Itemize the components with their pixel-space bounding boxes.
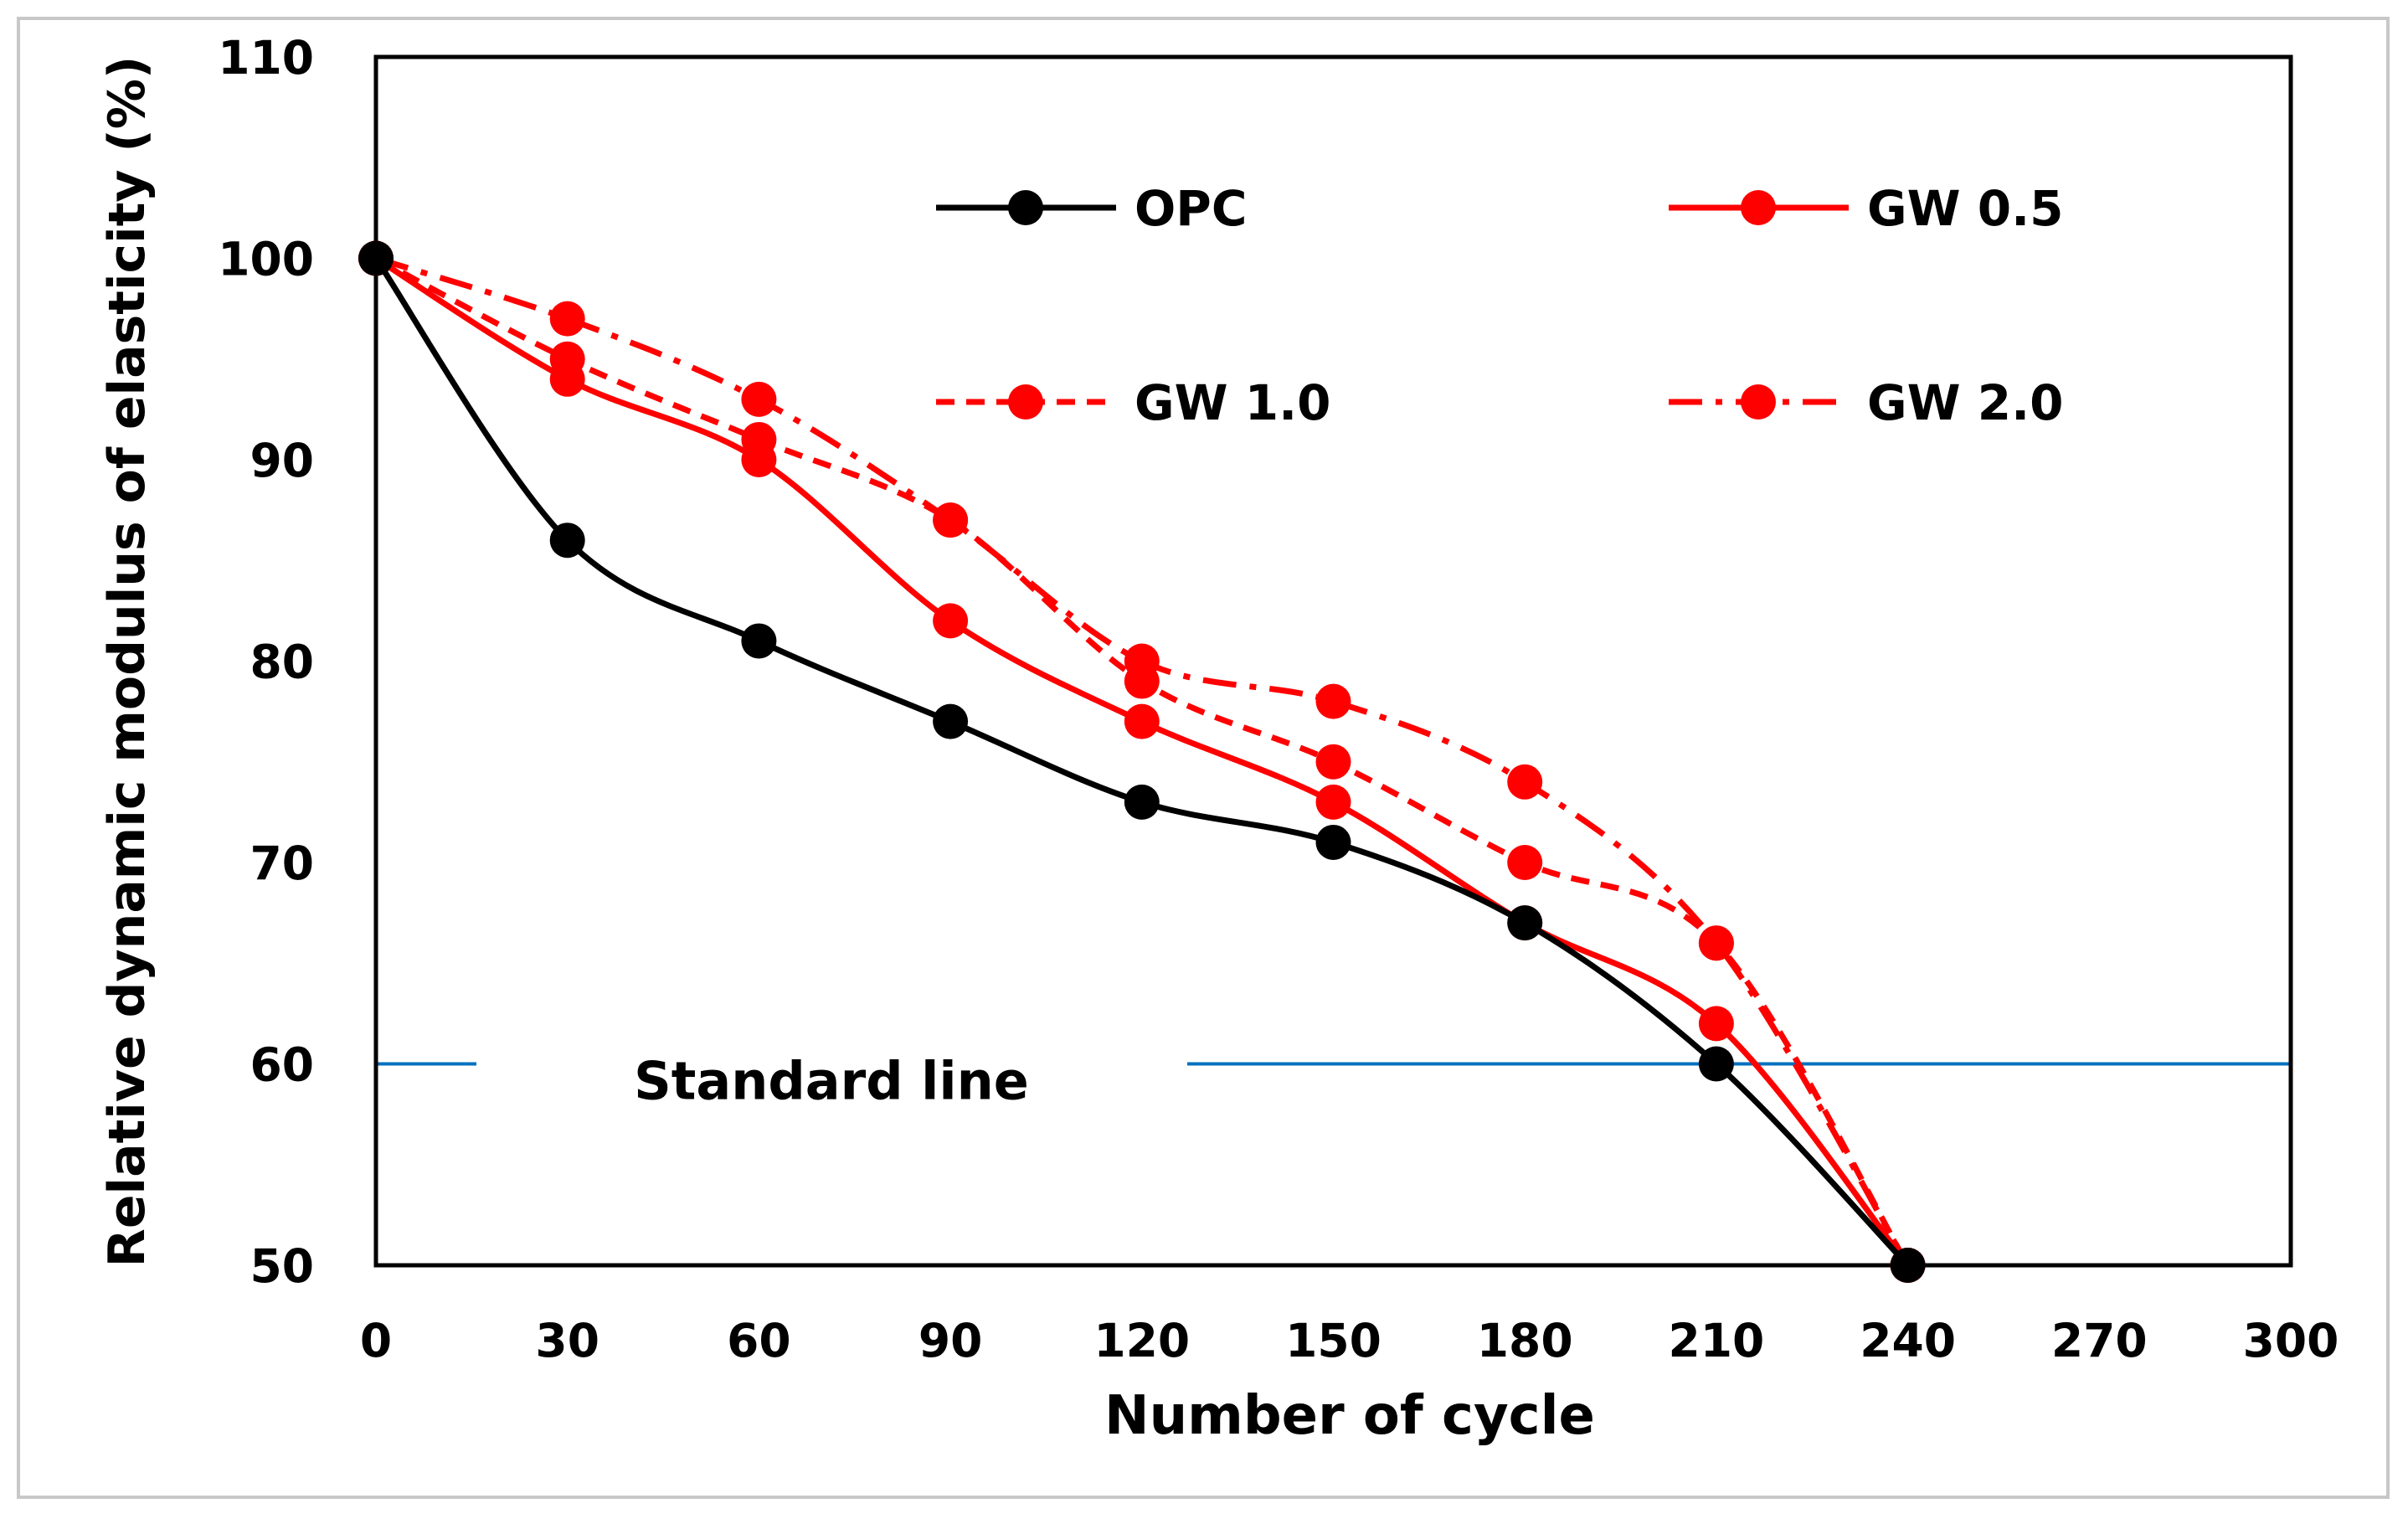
- y-tick-label: 80: [250, 636, 314, 689]
- data-point-gw-0-5: [549, 361, 585, 397]
- data-point-opc: [358, 240, 394, 276]
- y-tick-label: 60: [250, 1038, 314, 1092]
- data-point-opc: [1698, 1046, 1734, 1082]
- x-tick-label: 120: [1093, 1314, 1190, 1367]
- x-tick-label: 300: [2243, 1314, 2339, 1367]
- x-axis-label: Number of cycle: [1104, 1385, 1595, 1447]
- y-tick-label: 70: [250, 837, 314, 890]
- data-point-gw-0-5: [1698, 1006, 1734, 1042]
- legend-label: OPC: [1135, 180, 1247, 237]
- data-point-gw-2-0: [549, 301, 585, 337]
- x-tick-label: 150: [1285, 1314, 1382, 1367]
- y-axis-label: Relative dynamic modulus of elasticity (…: [98, 56, 157, 1268]
- y-tick-label: 50: [250, 1239, 314, 1293]
- data-point-gw-1-0: [1507, 845, 1543, 880]
- x-tick-label: 60: [727, 1314, 791, 1367]
- legend-label: GW 2.0: [1867, 374, 2064, 431]
- data-point-opc: [549, 523, 585, 559]
- legend-item-opc: OPC: [936, 180, 1247, 237]
- x-tick-label: 240: [1860, 1314, 1956, 1367]
- x-tick-label: 0: [360, 1314, 392, 1367]
- legend-label: GW 0.5: [1867, 180, 2064, 237]
- plot-area: [373, 54, 2293, 1268]
- data-point-gw-1-0: [1698, 925, 1734, 961]
- y-tick-label: 90: [250, 434, 314, 487]
- data-point-opc: [1890, 1248, 1926, 1283]
- series-line-gw-2-0: [374, 255, 1911, 1267]
- legend-swatch-marker: [1741, 190, 1776, 225]
- standard-line-label: Standard line: [634, 1051, 1029, 1112]
- legend-item-gw-1-0: GW 1.0: [936, 374, 1331, 431]
- data-point-gw-1-0: [1315, 744, 1351, 780]
- series-opc: [358, 240, 1926, 1283]
- data-point-gw-0-5: [741, 442, 777, 477]
- x-tick-label: 180: [1477, 1314, 1573, 1367]
- legend-item-gw-2-0: GW 2.0: [1669, 374, 2064, 431]
- x-tick-label: 90: [918, 1314, 983, 1367]
- legend-label: GW 1.0: [1135, 374, 1331, 431]
- y-tick-label: 110: [218, 31, 314, 85]
- x-tick-label: 210: [1668, 1314, 1764, 1367]
- data-point-gw-2-0: [1507, 764, 1543, 800]
- legend-swatch-marker: [1008, 190, 1043, 225]
- y-tick-label: 100: [218, 233, 314, 286]
- data-point-opc: [933, 703, 969, 739]
- figure-frame: [17, 17, 2390, 1499]
- legend-swatch-marker: [1741, 384, 1776, 420]
- data-point-gw-2-0: [741, 381, 777, 417]
- data-point-gw-1-0: [1124, 663, 1160, 699]
- data-point-gw-0-5: [933, 603, 969, 639]
- data-point-opc: [1124, 784, 1160, 820]
- legend-item-gw-0-5: GW 0.5: [1669, 180, 2064, 237]
- data-point-opc: [1507, 905, 1543, 941]
- data-point-opc: [1315, 824, 1351, 860]
- data-point-gw-0-5: [1124, 703, 1160, 739]
- data-point-gw-2-0: [1315, 683, 1351, 719]
- x-tick-label: 30: [535, 1314, 599, 1367]
- x-tick-label: 270: [2051, 1314, 2148, 1367]
- data-point-gw-1-0: [933, 502, 969, 538]
- data-point-gw-0-5: [1315, 784, 1351, 820]
- data-point-opc: [741, 623, 777, 659]
- legend-swatch-marker: [1008, 384, 1043, 420]
